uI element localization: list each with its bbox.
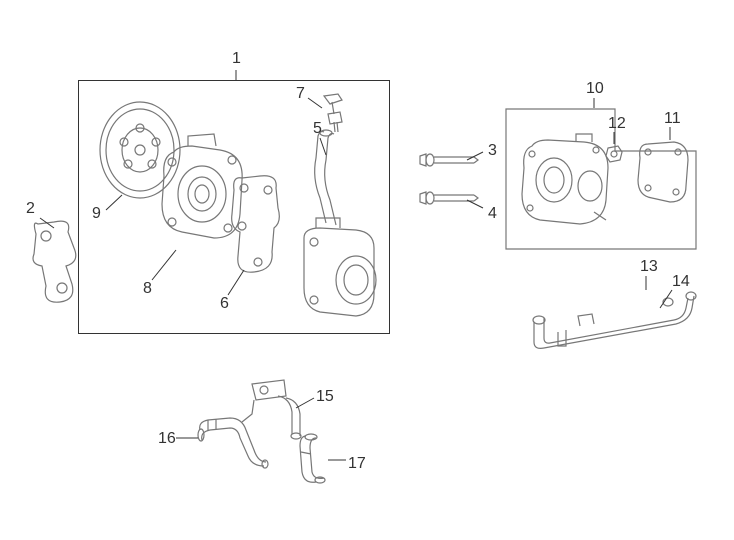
part-hose-16 [194, 414, 272, 470]
part-thermostat-housing-10 [518, 132, 616, 232]
part-pipe-5 [296, 128, 382, 328]
callout-15: 15 [316, 388, 334, 406]
part-bolt-4 [418, 190, 480, 206]
callout-8: 8 [143, 280, 152, 298]
part-hose-17 [296, 432, 330, 488]
callout-14: 14 [672, 273, 690, 291]
callout-11: 11 [664, 110, 681, 128]
callout-2: 2 [26, 200, 35, 218]
part-gasket-2 [28, 216, 84, 310]
callout-5: 5 [313, 120, 322, 138]
callout-3: 3 [488, 142, 497, 160]
part-coolant-pipe-13-14 [528, 288, 704, 356]
callout-13: 13 [640, 258, 658, 276]
part-bolt-3 [418, 152, 480, 168]
callout-12: 12 [608, 115, 626, 133]
callout-1: 1 [232, 50, 241, 68]
callout-4: 4 [488, 205, 497, 223]
callout-6: 6 [220, 295, 229, 313]
part-plug-12 [604, 142, 626, 164]
callout-16: 16 [158, 430, 176, 448]
part-sensor-7 [318, 92, 354, 136]
callout-10: 10 [586, 80, 604, 98]
callout-9: 9 [92, 205, 101, 223]
callout-17: 17 [348, 455, 366, 473]
part-pulley-9 [96, 98, 186, 204]
callout-7: 7 [296, 85, 305, 103]
part-gasket-11 [636, 138, 692, 214]
